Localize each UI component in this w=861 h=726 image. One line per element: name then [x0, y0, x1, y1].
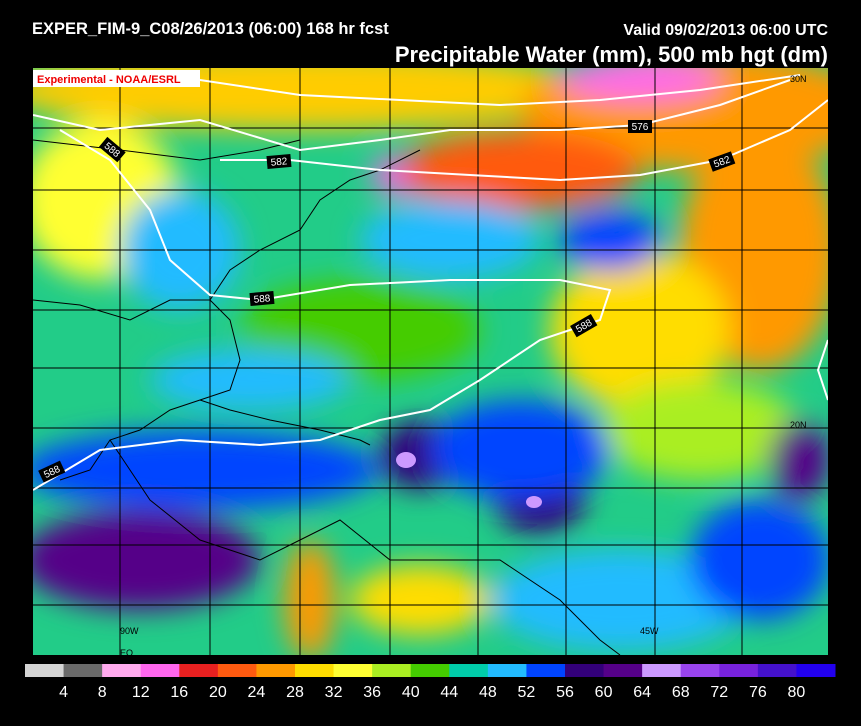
colorbar-swatch: [719, 664, 759, 677]
colorbar-swatch: [565, 664, 605, 677]
contour-label-box: [98, 136, 126, 163]
colorbar-swatch: [256, 664, 296, 677]
colorbar-swatch: [680, 664, 720, 677]
field-core: [396, 452, 416, 468]
contour-label: 582: [266, 153, 292, 170]
colorbar-swatch: [179, 664, 219, 677]
contour-label: 588: [249, 290, 275, 307]
colorbar-swatch: [63, 664, 103, 677]
latlon-label: 90W: [120, 626, 139, 636]
colorbar-tick-label: 20: [209, 684, 227, 701]
field-core: [526, 496, 542, 508]
valid-time: Valid 09/02/2013 06:00 UTC: [623, 22, 828, 39]
colorbar-swatch: [603, 664, 643, 677]
contour-label-box: [570, 313, 598, 338]
colorbar-swatch: [102, 664, 142, 677]
colorbar-swatch: [642, 664, 682, 677]
colorbar-tick-label: 12: [132, 684, 150, 701]
colorbar-tick-label: 24: [248, 684, 266, 701]
latlon-label: EQ: [120, 648, 133, 658]
contour-label-box: [628, 120, 652, 133]
colorbar-swatch: [449, 664, 489, 677]
colorbar-tick-label: 40: [402, 684, 420, 701]
graticule: [33, 68, 828, 655]
colorbar-swatch: [25, 664, 65, 677]
colorbar-tick-label: 36: [363, 684, 381, 701]
badge-box: [33, 70, 200, 87]
colorbar-swatch: [526, 664, 566, 677]
colorbar-tick-label: 76: [749, 684, 767, 701]
height-contours: [33, 74, 828, 491]
contour-label-text: 582: [270, 156, 288, 168]
colorbar-swatch: [796, 664, 836, 677]
colorbar-swatch: [372, 664, 412, 677]
colorbar: 4 8 12 16 20 24 28 32 36 40 44 48 52 56 60 64 68 72 76 80: [25, 664, 836, 701]
colorbar-swatch: [410, 664, 450, 677]
colorbar-tick-label: 44: [440, 684, 458, 701]
badge: Experimental - NOAA/ESRL: [37, 74, 181, 86]
contour-label: 576: [628, 120, 652, 133]
title: Precipitable Water (mm), 500 mb hgt (dm): [395, 42, 828, 67]
colorbar-tick-label: 8: [98, 684, 107, 701]
colorbar-swatch: [217, 664, 257, 677]
colorbar-swatch: [757, 664, 797, 677]
colorbar-swatch: [140, 664, 180, 677]
latlon-label: 30N: [790, 74, 807, 84]
contour-label-box: [266, 153, 292, 170]
latlon-label: 20N: [790, 420, 807, 430]
contour-label-box: [249, 290, 275, 307]
colorbar-tick-label: 60: [595, 684, 613, 701]
contour-label-text: 576: [632, 122, 649, 133]
colorbar-tick-label: 68: [672, 684, 690, 701]
colorbar-tick-label: 48: [479, 684, 497, 701]
colorbar-tick-label: 16: [170, 684, 188, 701]
colorbar-swatch: [333, 664, 373, 677]
run-label: EXPER_FIM-9_C08/26/2013 (06:00) 168 hr f…: [32, 20, 389, 38]
coastlines: [33, 139, 621, 655]
contour-label-box: [38, 460, 66, 483]
colorbar-tick-label: 56: [556, 684, 574, 701]
colorbar-tick-label: 28: [286, 684, 304, 701]
colorbar-tick-label: 80: [788, 684, 806, 701]
colorbar-tick-label: 32: [325, 684, 343, 701]
map-field: [33, 68, 828, 655]
colorbar-swatch: [295, 664, 335, 677]
contour-label-box: [708, 151, 736, 172]
contour-label-text: 588: [253, 293, 271, 305]
latlon-label: 45W: [640, 626, 659, 636]
colorbar-tick-label: 72: [710, 684, 728, 701]
colorbar-swatch: [487, 664, 527, 677]
colorbar-tick-label: 52: [518, 684, 536, 701]
colorbar-tick-label: 64: [633, 684, 651, 701]
colorbar-tick-label: 4: [59, 684, 68, 701]
